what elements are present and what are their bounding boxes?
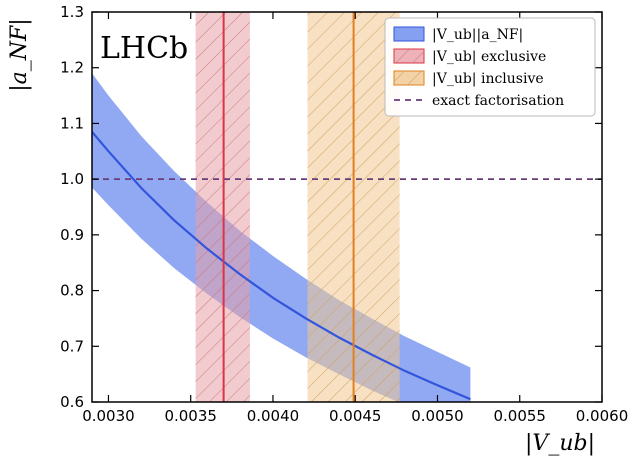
legend-swatch-hatch-2 [394,71,424,85]
legend-swatch-hatch-1 [394,49,424,63]
y-tick-label: 1.0 [60,170,84,188]
x-axis-label: |V_ub| [525,431,595,456]
x-tick-label: 0.0045 [329,407,382,425]
y-tick-label: 0.8 [60,282,84,300]
y-tick-label: 0.9 [60,226,84,244]
y-tick-label: 1.2 [60,59,84,77]
y-axis: 0.6 0.7 0.8 0.9 1.0 1.1 1.2 1.3 [60,3,602,411]
y-tick-label: 1.1 [60,114,84,132]
plot-area [92,12,602,402]
experiment-label: LHCb [100,31,188,66]
legend-label-2: |V_ub| inclusive [432,71,544,87]
x-tick-label: 0.0030 [82,407,135,425]
plot-frame [91,11,603,403]
x-tick-label: 0.0040 [247,407,300,425]
legend-label-0: |V_ub||a_NF| [432,27,523,43]
y-axis-label: |a_NF| [7,18,32,91]
legend-box [384,17,596,117]
x-tick-label: 0.0060 [576,407,629,425]
central-curve [92,131,471,401]
x-tick-label: 0.0035 [164,407,217,425]
y-tick-label: 1.3 [60,3,84,21]
curve-uncertainty-band [92,73,471,402]
x-tick-label: 0.0055 [493,407,546,425]
legend-label-3: exact factorisation [432,93,564,109]
legend-swatch-0 [393,26,425,42]
y-tick-label: 0.7 [60,337,84,355]
x-tick-label: 0.0050 [411,407,464,425]
x-axis: 0.0030 0.0035 0.0040 0.0045 0.0050 0.0055 0.00… [82,12,628,425]
legend: |V_ub||a_NF| |V_ub| exclusive |V_ub| inclu… [384,17,596,117]
legend-label-1: |V_ub| exclusive [432,49,546,65]
y-tick-label: 0.6 [60,393,84,411]
